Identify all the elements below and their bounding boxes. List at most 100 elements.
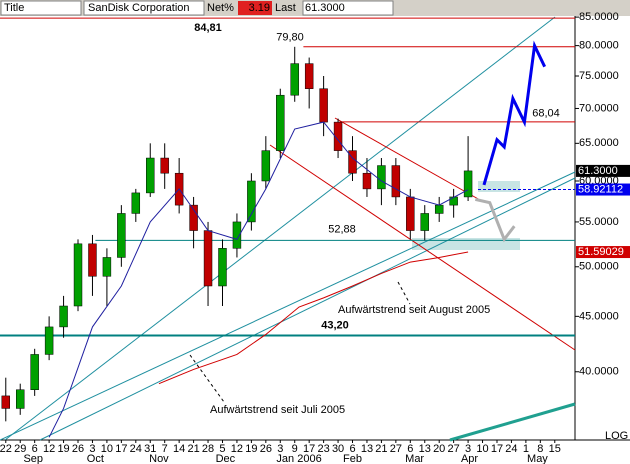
series-line bbox=[474, 197, 516, 243]
x-tick-label: 5 bbox=[219, 443, 225, 455]
candle-body bbox=[131, 192, 141, 214]
x-tick-label: 14 bbox=[173, 443, 185, 455]
x-tick-label: 17 bbox=[491, 443, 503, 455]
price-tag bbox=[576, 164, 630, 177]
x-tick-label: 7 bbox=[162, 443, 168, 455]
x-tick-label: 26 bbox=[260, 443, 272, 455]
header-label: Title bbox=[4, 2, 24, 14]
x-tick-label: 10 bbox=[476, 443, 488, 455]
y-tick-label: 85.0000 bbox=[579, 11, 619, 23]
y-tick-label: 55.0000 bbox=[579, 216, 619, 228]
candle-body bbox=[261, 150, 271, 182]
price-tag-label: 51.59029 bbox=[578, 246, 624, 258]
candle-body bbox=[218, 248, 227, 287]
x-tick-label: 19 bbox=[57, 443, 69, 455]
candle-body bbox=[391, 165, 401, 198]
price-tag-label: 61.3000 bbox=[578, 165, 618, 177]
month-label: Oct bbox=[87, 453, 104, 464]
candle-body bbox=[333, 121, 343, 151]
x-tick-label: 31 bbox=[144, 443, 156, 455]
x-tick-label: 27 bbox=[390, 443, 402, 455]
trendline bbox=[39, 177, 576, 441]
x-tick-label: 19 bbox=[245, 443, 257, 455]
x-tick-label: 1 bbox=[523, 443, 529, 455]
candle-body bbox=[276, 94, 285, 151]
candle-body bbox=[30, 354, 39, 390]
header-field bbox=[0, 0, 82, 16]
trendline bbox=[4, 16, 556, 441]
candle-body bbox=[449, 196, 458, 206]
y-tick-label: 70.0000 bbox=[579, 102, 619, 114]
month-label: Feb bbox=[343, 453, 362, 464]
candle-body bbox=[73, 243, 83, 307]
candle-body bbox=[16, 389, 25, 409]
candle-body bbox=[406, 196, 415, 231]
candle-body bbox=[117, 213, 126, 258]
x-tick-label: 3 bbox=[277, 443, 283, 455]
x-tick-label: 6 bbox=[407, 443, 413, 455]
zone bbox=[412, 238, 520, 250]
candle-body bbox=[88, 243, 97, 277]
candle-body bbox=[44, 326, 54, 355]
header-field bbox=[83, 0, 205, 16]
trendline bbox=[269, 144, 576, 351]
header-label: Last bbox=[275, 2, 296, 14]
y-tick-label: 45.0000 bbox=[579, 310, 619, 322]
candle-body bbox=[304, 63, 314, 89]
candle-body bbox=[420, 213, 429, 231]
candle-body bbox=[319, 88, 328, 123]
y-tick-label: 80.0000 bbox=[579, 40, 619, 52]
candle-body bbox=[203, 230, 213, 287]
price-tag bbox=[576, 246, 630, 259]
month-label: Mar bbox=[405, 453, 424, 464]
x-tick-label: 13 bbox=[419, 443, 431, 455]
x-tick-label: 10 bbox=[101, 443, 113, 455]
series-line bbox=[482, 40, 547, 186]
month-label: Dec bbox=[216, 453, 236, 464]
scale-label: LOG bbox=[605, 430, 628, 442]
x-tick-label: 26 bbox=[72, 443, 84, 455]
trendline bbox=[449, 402, 576, 442]
month-label: Nov bbox=[149, 453, 169, 464]
candle-body bbox=[362, 172, 372, 190]
x-tick-label: 6 bbox=[349, 443, 355, 455]
candle-body bbox=[463, 170, 473, 198]
level-label: 84,81 bbox=[194, 22, 222, 34]
trendline bbox=[334, 117, 481, 201]
y-tick-label: 75.0000 bbox=[579, 70, 619, 82]
pointer bbox=[397, 281, 411, 305]
annotation: Aufwärtstrend seit Juli 2005 bbox=[210, 404, 345, 416]
pointer bbox=[189, 354, 225, 403]
x-tick-label: 23 bbox=[317, 443, 329, 455]
level-label: 79,80 bbox=[276, 32, 304, 44]
x-tick-label: 12 bbox=[43, 443, 55, 455]
net-field bbox=[238, 1, 272, 15]
header-net: 3.19 bbox=[249, 2, 270, 14]
x-tick-label: 8 bbox=[537, 443, 543, 455]
header-label: Net% bbox=[207, 2, 234, 14]
month-label: Apr bbox=[461, 453, 478, 464]
level-label: 52,88 bbox=[328, 223, 356, 235]
x-tick-label: 17 bbox=[303, 443, 315, 455]
price-tag bbox=[576, 183, 630, 196]
header-title: SanDisk Corporation bbox=[88, 2, 190, 14]
candle-body bbox=[146, 157, 155, 194]
y-tick-label: 40.0000 bbox=[579, 366, 619, 378]
x-tick-label: 3 bbox=[465, 443, 471, 455]
candle-body bbox=[232, 221, 242, 249]
x-tick-label: 15 bbox=[549, 443, 561, 455]
candle-body bbox=[189, 204, 198, 231]
candle-body bbox=[102, 257, 112, 277]
x-tick-label: 24 bbox=[130, 443, 142, 455]
header-last: 61.3000 bbox=[305, 2, 345, 14]
x-tick-label: 27 bbox=[448, 443, 460, 455]
x-tick-label: 21 bbox=[375, 443, 387, 455]
month-label: Sep bbox=[23, 453, 43, 464]
series-line bbox=[158, 251, 469, 385]
price-tag-label: 58.92112 bbox=[578, 183, 623, 195]
candle-body bbox=[59, 305, 68, 328]
x-tick-label: 3 bbox=[89, 443, 95, 455]
candle-body bbox=[290, 63, 299, 96]
month-label: Jan 2006 bbox=[276, 453, 321, 464]
x-tick-label: 21 bbox=[187, 443, 199, 455]
